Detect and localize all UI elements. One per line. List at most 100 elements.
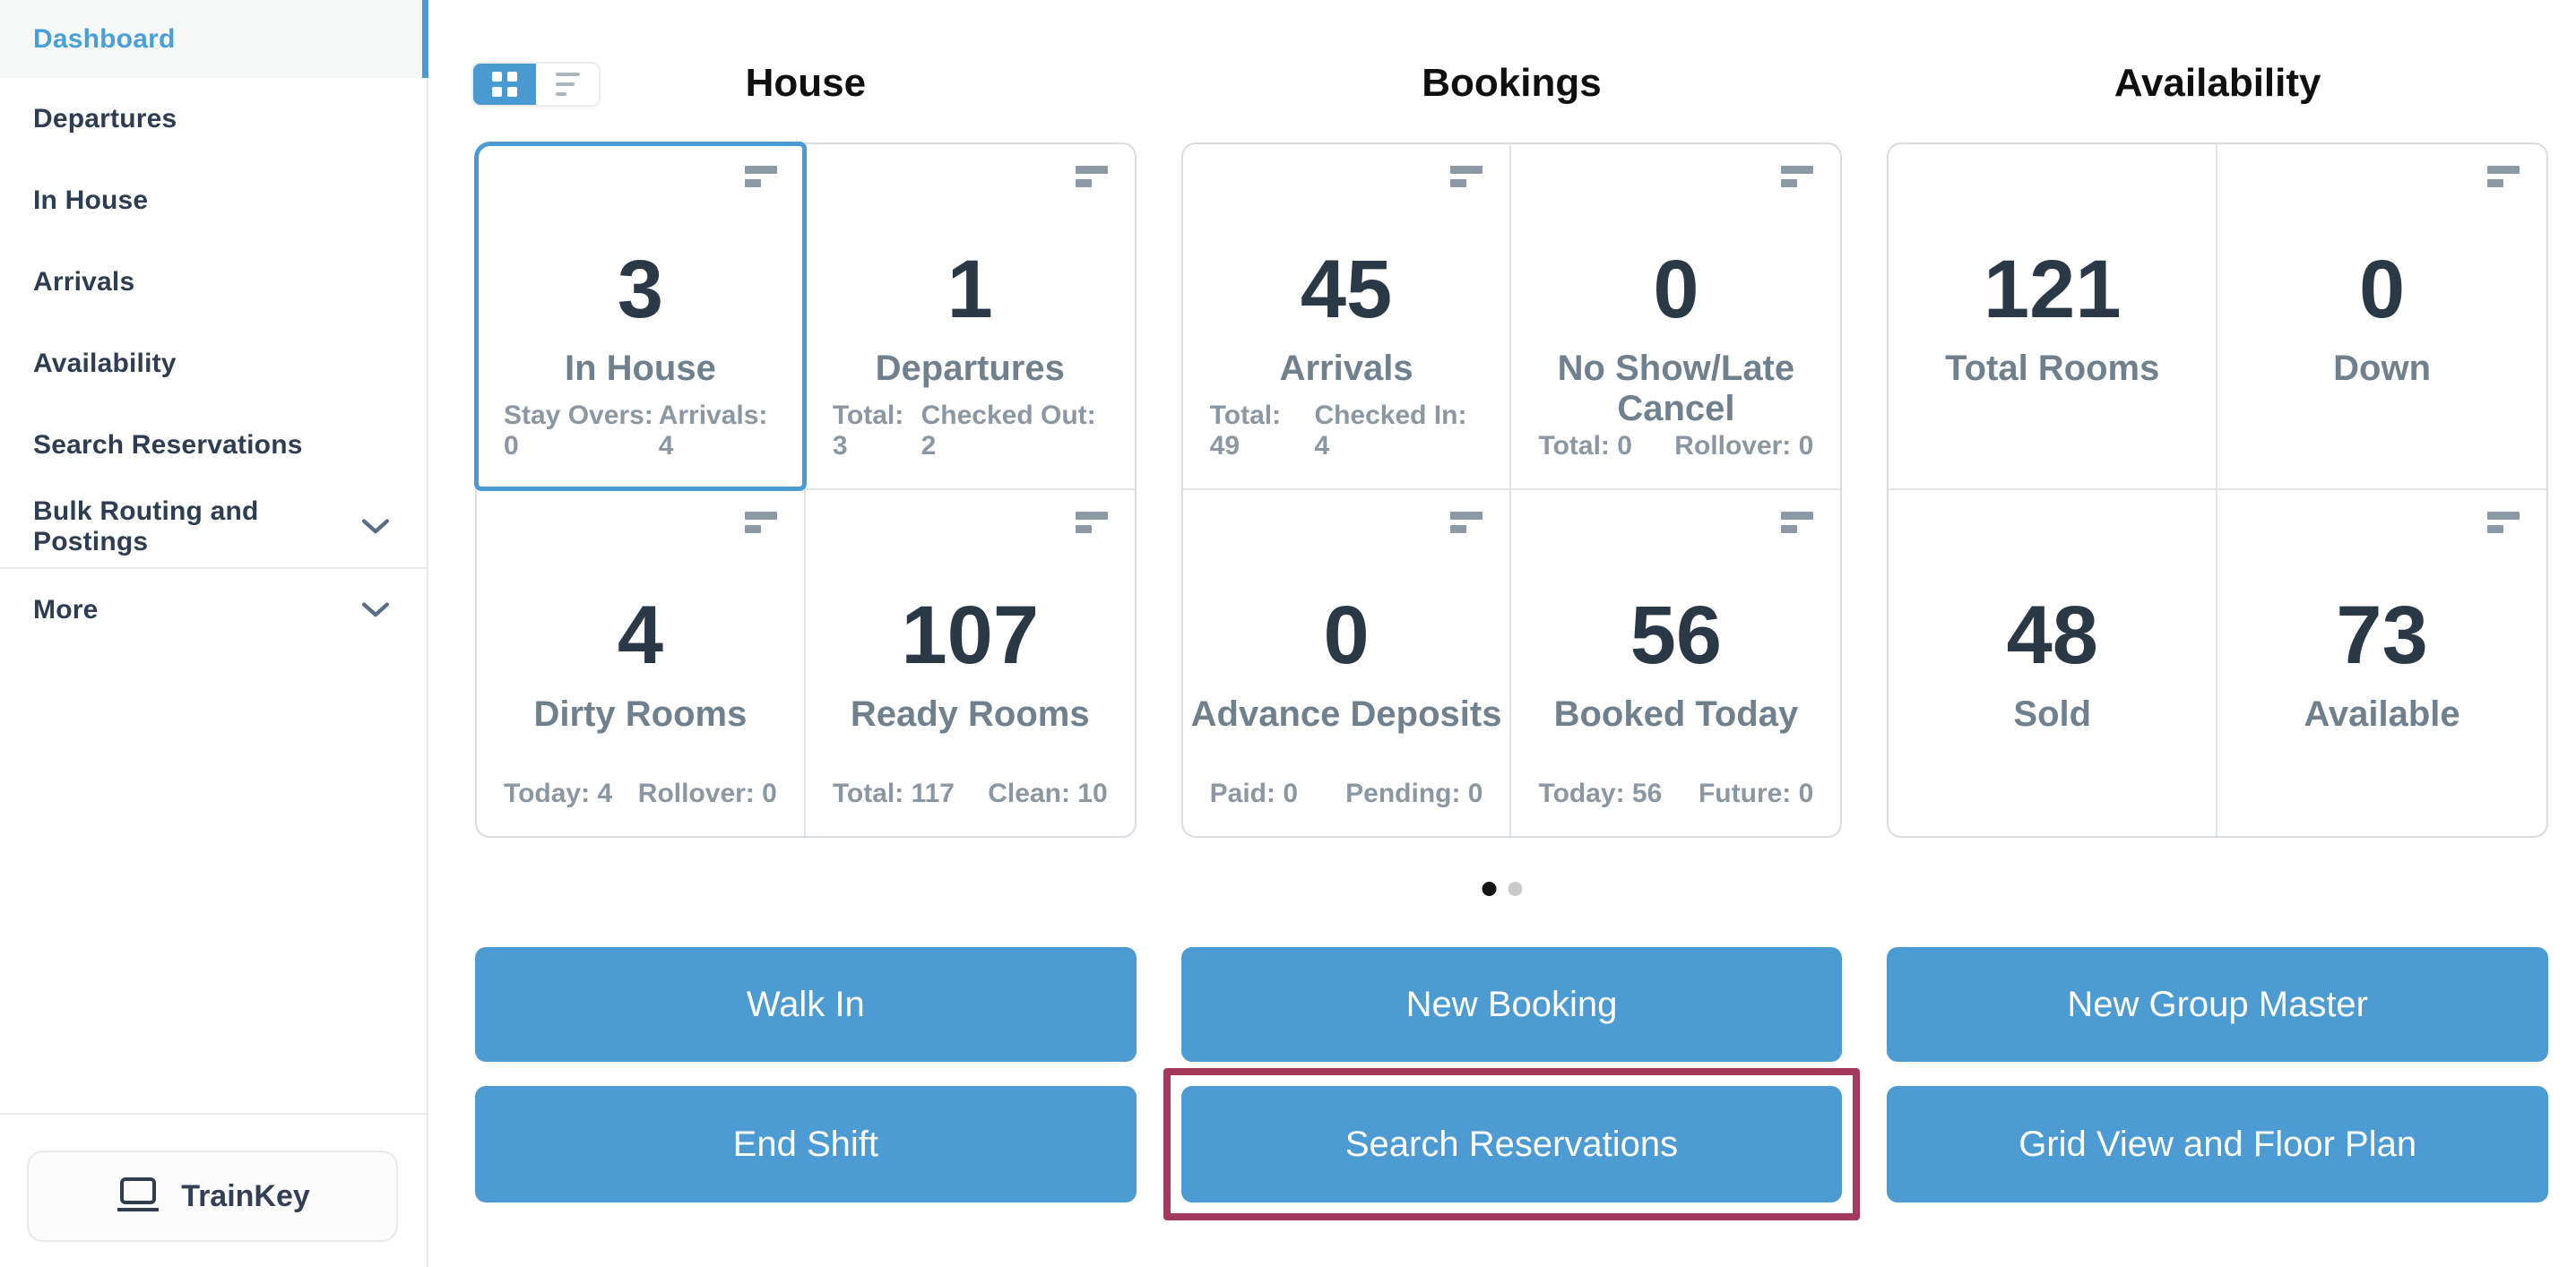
search-reservations-button[interactable]: Search Reservations — [1180, 1086, 1843, 1202]
house-panel: 3 In House Stay Overs: 0 Arrivals: 4 1 D… — [474, 142, 1137, 838]
stat-value: 0 — [1323, 590, 1370, 681]
chevron-down-icon — [360, 601, 391, 618]
sidebar-item-label: Search Reservations — [33, 429, 303, 460]
stat-detail-right: Arrivals: 4 — [658, 401, 768, 461]
sidebar-item-more[interactable]: More — [0, 569, 427, 651]
dashboard-content: House Bookings Availability 3 In House S… — [474, 54, 2548, 1220]
stat-card-no-show-late-cancel[interactable]: 0 No Show/Late Cancel Total: 0 Rollover:… — [1511, 144, 1841, 490]
card-options-icon[interactable] — [1450, 166, 1484, 187]
walk-in-button[interactable]: Walk In — [475, 947, 1137, 1062]
card-options-icon[interactable] — [2487, 166, 2521, 187]
sidebar-item-bulk-routing-and-postings[interactable]: Bulk Routing and Postings — [0, 486, 427, 567]
stat-card-arrivals[interactable]: 45 Arrivals Total: 49 Checked In: 4 — [1182, 144, 1512, 490]
sidebar-item-label: Departures — [33, 103, 177, 134]
stat-value: 107 — [901, 590, 1039, 681]
stat-card-sold[interactable]: 48 Sold — [1889, 490, 2218, 836]
laptop-icon — [115, 1175, 161, 1219]
stat-detail-left: Total: 0 — [1538, 431, 1632, 461]
stat-value: 73 — [2336, 590, 2428, 681]
trainkey-button[interactable]: TrainKey — [27, 1151, 398, 1242]
section-header-bookings: Bookings — [1422, 61, 1602, 105]
section-header-house: House — [745, 61, 867, 105]
sidebar-item-label: More — [33, 594, 99, 625]
page-dot-1[interactable] — [1482, 882, 1497, 896]
stat-label: Departures — [875, 349, 1065, 388]
stat-card-advance-deposits[interactable]: 0 Advance Deposits Paid: 0 Pending: 0 — [1183, 490, 1512, 836]
list-view-toggle-button[interactable] — [536, 64, 599, 105]
stat-label: Available — [2304, 694, 2460, 734]
card-options-icon[interactable] — [1450, 512, 1484, 533]
grid-view-icon — [492, 72, 517, 97]
stat-label: Advance Deposits — [1190, 694, 1502, 734]
sidebar-bottom-divider — [0, 1113, 427, 1115]
page-dot-2[interactable] — [1508, 882, 1523, 896]
stat-label: Arrivals — [1279, 349, 1413, 388]
stat-details: Stay Overs: 0 Arrivals: 4 — [504, 401, 777, 461]
card-options-icon[interactable] — [1781, 512, 1815, 533]
stat-label: Total Rooms — [1945, 349, 2160, 388]
bookings-panel: 45 Arrivals Total: 49 Checked In: 4 0 No… — [1180, 142, 1843, 838]
card-options-icon[interactable] — [744, 166, 779, 187]
stat-label: No Show/Late Cancel — [1557, 349, 1795, 428]
card-options-icon[interactable] — [744, 512, 779, 533]
sidebar-item-arrivals[interactable]: Arrivals — [0, 241, 427, 323]
stat-detail-left: Total: 117 — [832, 779, 955, 808]
stat-value: 0 — [1653, 244, 1699, 335]
stat-details: Paid: 0 Pending: 0 — [1210, 779, 1483, 809]
sidebar-item-label: Availability — [33, 348, 177, 378]
stat-value: 0 — [2358, 244, 2406, 335]
stat-detail-left: Stay Overs: 0 — [504, 401, 653, 461]
sidebar-item-departures[interactable]: Departures — [0, 78, 427, 159]
sidebar-item-label: Dashboard — [33, 23, 176, 54]
sidebar-item-search-reservations[interactable]: Search Reservations — [0, 404, 427, 486]
new-booking-button[interactable]: New Booking — [1180, 947, 1843, 1062]
stat-detail-left: Total: 3 — [832, 401, 904, 461]
sidebar-item-in-house[interactable]: In House — [0, 159, 427, 241]
new-group-master-button[interactable]: New Group Master — [1887, 947, 2548, 1062]
stat-card-in-house[interactable]: 3 In House Stay Overs: 0 Arrivals: 4 — [474, 142, 807, 491]
stat-details: Total: 49 Checked In: 4 — [1210, 401, 1483, 461]
stat-label: Ready Rooms — [850, 694, 1090, 734]
end-shift-button[interactable]: End Shift — [475, 1086, 1137, 1202]
sidebar-item-label: In House — [33, 185, 149, 215]
stat-card-booked-today[interactable]: 56 Booked Today Today: 56 Future: 0 — [1511, 490, 1840, 836]
walk-in-button-wrap: Walk In — [475, 947, 1137, 1062]
stat-detail-left: Total: 49 — [1209, 401, 1282, 461]
card-options-icon[interactable] — [2487, 512, 2521, 533]
sidebar-item-availability[interactable]: Availability — [0, 323, 427, 404]
sidebar-item-dashboard[interactable]: Dashboard — [0, 0, 428, 78]
search-reservations-button-wrap: Search Reservations — [1163, 1068, 1860, 1220]
card-options-icon[interactable] — [1075, 166, 1110, 187]
stat-value: 56 — [1629, 590, 1723, 681]
card-options-icon[interactable] — [1075, 512, 1110, 533]
stat-details: Total: 117 Clean: 10 — [833, 779, 1108, 809]
stat-detail-right: Pending: 0 — [1345, 779, 1483, 808]
stat-detail-left: Paid: 0 — [1209, 779, 1299, 808]
sidebar-item-label: Arrivals — [33, 266, 135, 297]
stat-detail-right: Checked Out: 2 — [921, 401, 1096, 461]
section-header-availability: Availability — [2114, 61, 2321, 105]
stat-value: 48 — [2006, 590, 2098, 681]
stat-details: Total: 3 Checked Out: 2 — [833, 401, 1108, 461]
sidebar: Dashboard Departures In House Arrivals A… — [0, 0, 428, 1267]
grid-view-floor-plan-button[interactable]: Grid View and Floor Plan — [1887, 1086, 2548, 1202]
trainkey-label: TrainKey — [181, 1178, 310, 1213]
stat-card-ready-rooms[interactable]: 107 Ready Rooms Total: 117 Clean: 10 — [806, 490, 1135, 836]
stat-card-down[interactable]: 0 Down — [2217, 144, 2546, 490]
grid-view-toggle-button[interactable] — [473, 64, 536, 105]
stat-card-available[interactable]: 73 Available — [2217, 490, 2546, 836]
stat-value: 3 — [617, 244, 663, 335]
stat-detail-right: Rollover: 0 — [1674, 431, 1814, 461]
stat-value: 45 — [1300, 244, 1393, 335]
stat-detail-right: Future: 0 — [1698, 779, 1814, 808]
stat-detail-left: Today: 4 — [504, 779, 613, 808]
card-options-icon[interactable] — [1781, 166, 1815, 187]
view-toggle — [471, 62, 601, 107]
end-shift-button-wrap: End Shift — [475, 1086, 1137, 1202]
chevron-down-icon — [360, 518, 391, 535]
grid-view-floor-plan-button-wrap: Grid View and Floor Plan — [1887, 1086, 2548, 1202]
stat-card-departures[interactable]: 1 Departures Total: 3 Checked Out: 2 — [805, 144, 1135, 490]
stat-card-dirty-rooms[interactable]: 4 Dirty Rooms Today: 4 Rollover: 0 — [477, 490, 806, 836]
stat-label: Dirty Rooms — [533, 694, 748, 734]
stat-card-total-rooms[interactable]: 121 Total Rooms — [1889, 144, 2218, 490]
